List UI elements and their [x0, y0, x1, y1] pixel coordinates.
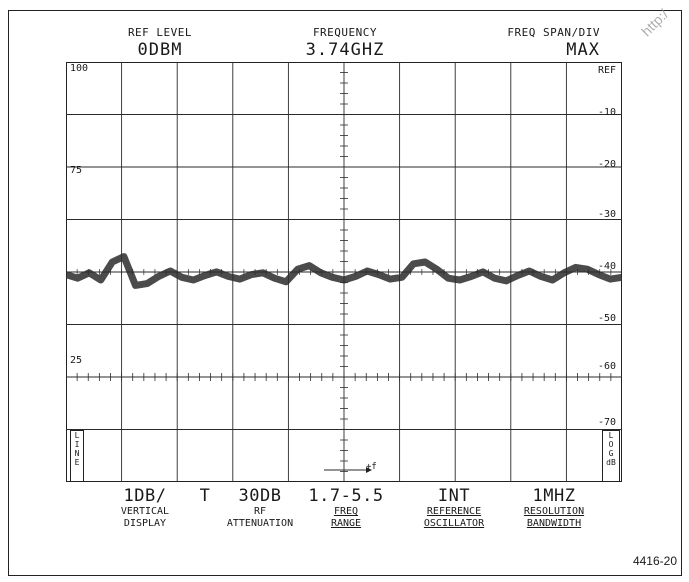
spectrum-trace: [65, 252, 622, 289]
vertical-display-name: VERTICAL DISPLAY: [120, 506, 170, 529]
right-scale-minus20: -20: [598, 159, 617, 170]
figure-number: 4416-20: [632, 554, 677, 568]
left-scale-100: 100: [70, 63, 89, 74]
vertical-display-value: 1DB/: [123, 486, 167, 506]
trace-mode-value: T: [199, 486, 211, 506]
graticule-grid: [65, 61, 622, 482]
span-label: FREQ SPAN/DIV: [507, 26, 600, 39]
right-scale-minus70: -70: [598, 417, 617, 428]
resolution-bandwidth-name: RESOLUTION BANDWIDTH: [523, 506, 585, 529]
reference-oscillator-setting: INT REFERENCE OSCILLATOR: [406, 486, 502, 530]
right-scale-minus50: -50: [598, 313, 617, 324]
freq-range-value: 1.7-5.5: [308, 486, 384, 506]
lin-mode-indicator: L I N E: [70, 430, 84, 482]
freq-range-setting: 1.7-5.5 FREQ RANGE: [298, 486, 394, 530]
resolution-bandwidth-value: 1MHZ: [532, 486, 576, 506]
left-scale-25: 25: [70, 355, 83, 366]
rf-attenuation-name: RF ATTENUATION: [226, 506, 294, 529]
right-scale-minus60: -60: [598, 361, 617, 372]
reference-oscillator-name: REFERENCE OSCILLATOR: [423, 506, 485, 529]
log-mode-indicator: L O G dB: [602, 430, 620, 482]
resolution-bandwidth-setting: 1MHZ RESOLUTION BANDWIDTH: [506, 486, 602, 530]
vertical-display-setting: 1DB/ VERTICAL DISPLAY: [100, 486, 190, 530]
ref-level-value: 0DBM: [137, 40, 183, 60]
right-scale-minus30: -30: [598, 209, 617, 220]
frequency-value: 3.74GHZ: [305, 40, 385, 60]
rf-attenuation-value: 30DB: [238, 486, 282, 506]
marker-arrow-head: [365, 466, 372, 473]
rf-attenuation-setting: 30DB RF ATTENUATION: [212, 486, 308, 530]
right-scale-ref: REF: [598, 65, 617, 76]
reference-oscillator-value: INT: [437, 486, 471, 506]
marker-label: +f: [366, 462, 377, 472]
ref-level-readout: REF LEVEL 0DBM: [100, 26, 220, 60]
ref-level-label: REF LEVEL: [127, 26, 193, 39]
freq-range-name: FREQ RANGE: [330, 506, 362, 529]
frequency-label: FREQUENCY: [312, 26, 378, 39]
right-scale-minus40: -40: [598, 261, 617, 272]
trace-mode-setting: T: [194, 486, 216, 506]
right-scale-minus10: -10: [598, 107, 617, 118]
span-value: MAX: [566, 40, 600, 60]
graticule: [65, 61, 622, 482]
left-scale-75: 75: [70, 165, 83, 176]
crt-screen-frame: [8, 10, 682, 576]
span-readout: FREQ SPAN/DIV MAX: [470, 26, 600, 60]
frequency-readout: FREQUENCY 3.74GHZ: [270, 26, 420, 60]
